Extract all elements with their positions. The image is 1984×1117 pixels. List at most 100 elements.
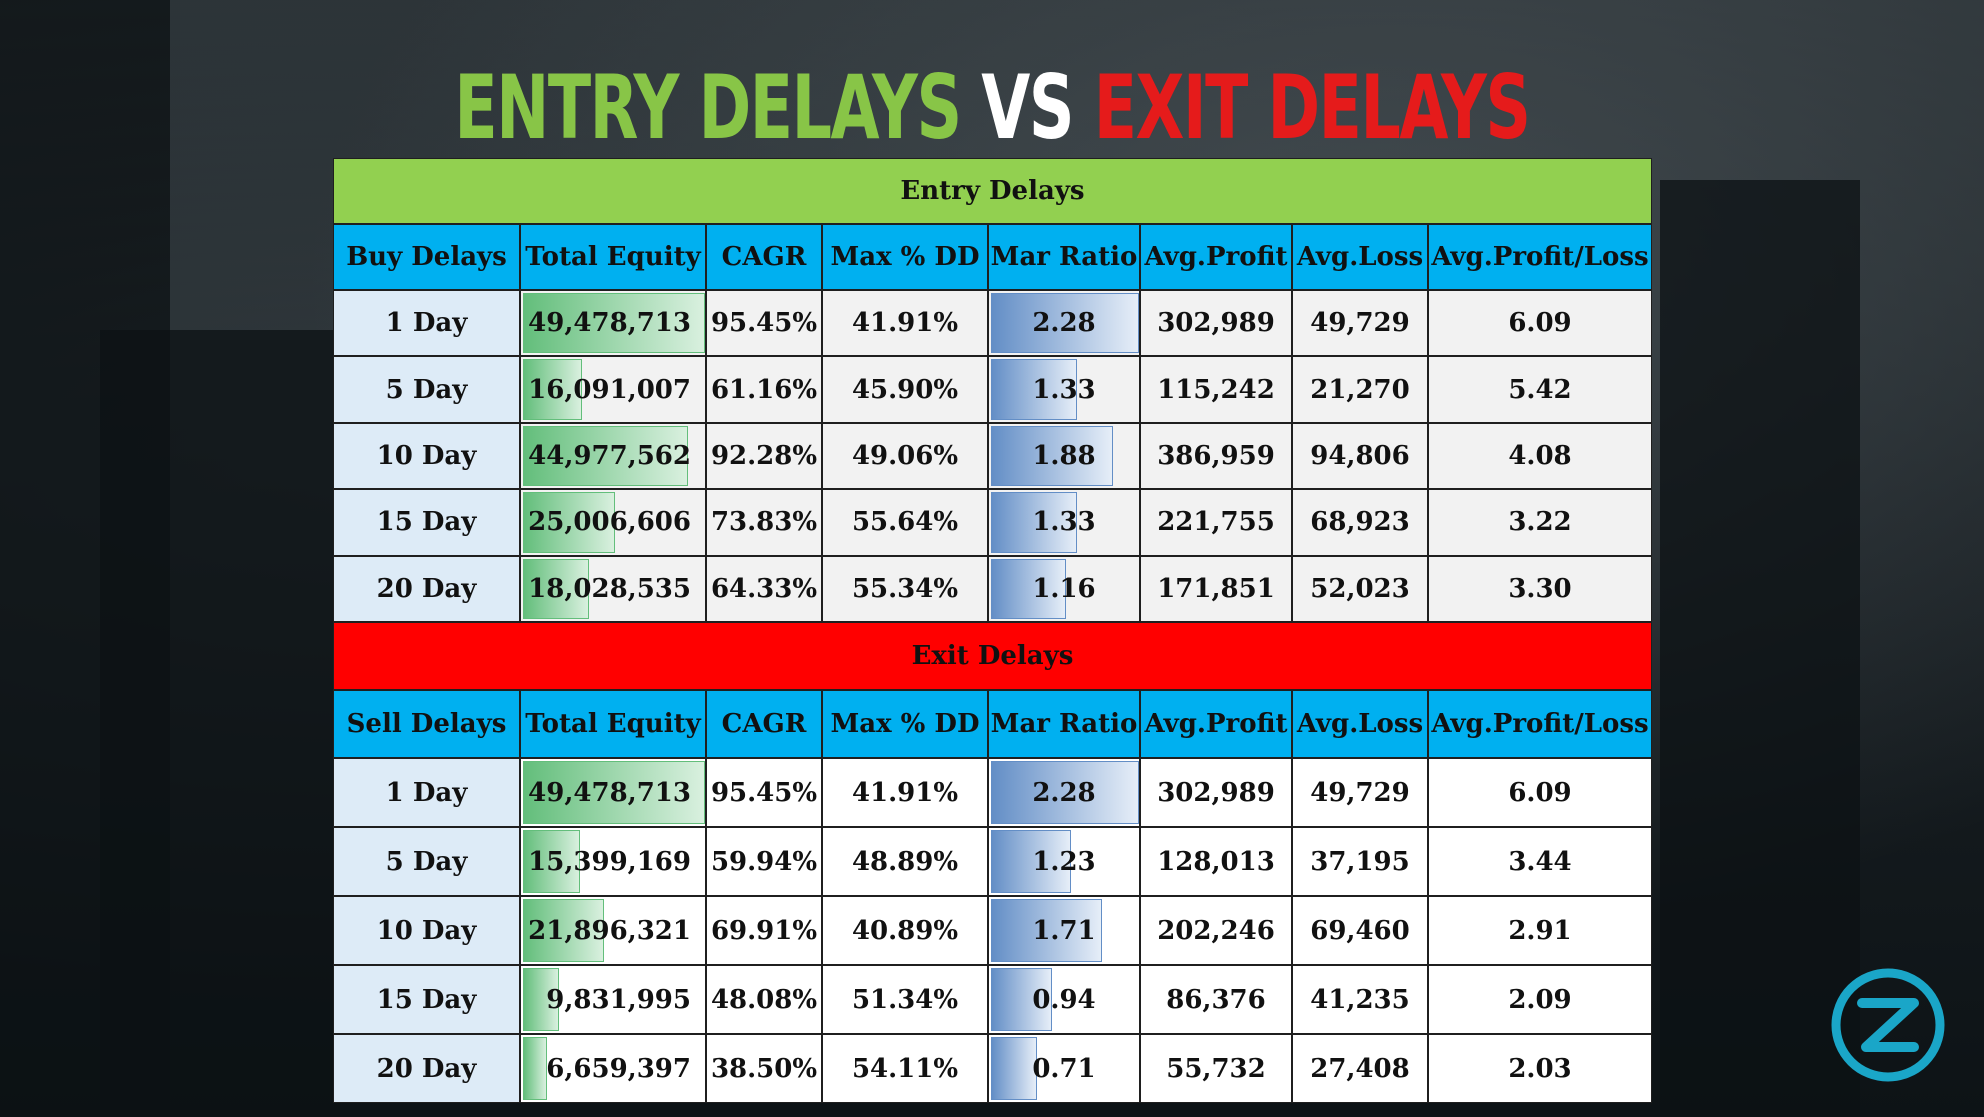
entry-delay-cell-value: 5 Day	[385, 374, 468, 405]
exit-cagr-cell: 69.91%	[706, 896, 822, 965]
entry-ratio-cell: 3.30	[1428, 555, 1652, 622]
exit-cagr-cell: 59.94%	[706, 827, 822, 896]
entry-avg-profit-cell: 115,242	[1140, 356, 1292, 423]
exit-equity-cell-value: 21,896,321	[528, 915, 691, 946]
exit-table-row: 1 Day 49,478,713 95.45% 41.91% 2.28 302,989 49…	[333, 758, 1652, 827]
entry-avg-profit-cell: 302,989	[1140, 290, 1292, 357]
mar-ratio-data-bar	[991, 830, 1071, 893]
equity-data-bar	[523, 293, 705, 354]
equity-data-bar	[523, 558, 590, 619]
exit-table-row: 5 Day 15,399,169 59.94% 48.89% 1.23 128,013 37…	[333, 827, 1652, 896]
title-vs: VS	[981, 56, 1074, 159]
exit-mar-cell: 0.94	[988, 965, 1140, 1034]
mar-ratio-data-bar	[991, 968, 1053, 1031]
entry-equity-cell-value: 18,028,535	[528, 573, 691, 604]
entry-equity-cell: 49,478,713	[520, 290, 706, 357]
exit-equity-cell: 49,478,713	[520, 758, 706, 827]
entry-mar-cell: 1.33	[988, 489, 1140, 556]
exit-delay-cell-value: 15 Day	[376, 984, 477, 1015]
entry-avg-loss-cell: 21,270	[1292, 356, 1428, 423]
exit-mar-cell-value: 1.23	[1032, 846, 1096, 877]
entry-equity-cell: 25,006,606	[520, 489, 706, 556]
mar-ratio-data-bar	[991, 293, 1139, 354]
entry-avg-loss-cell-value: 68,923	[1310, 507, 1410, 538]
equity-data-bar	[523, 1037, 548, 1100]
equity-data-bar	[523, 425, 689, 487]
exit-header-equity: Total Equity	[520, 690, 706, 758]
entry-table-row: 5 Day 16,091,007 61.16% 45.90% 1.33 115,242 21…	[333, 356, 1652, 423]
mar-ratio-data-bar	[991, 359, 1078, 420]
exit-mar-cell-value: 2.28	[1032, 777, 1096, 808]
exit-delay-cell-value: 10 Day	[376, 915, 477, 946]
exit-mar-cell-value: 0.94	[1032, 984, 1096, 1015]
entry-cagr-cell: 92.28%	[706, 422, 822, 490]
exit-mar-cell: 0.71	[988, 1034, 1140, 1103]
exit-maxdd-cell-value: 40.89%	[851, 915, 959, 946]
entry-maxdd-cell-value: 41.91%	[851, 308, 959, 339]
entry-mar-cell-value: 1.33	[1032, 507, 1096, 538]
exit-cagr-cell-value: 38.50%	[710, 1053, 818, 1084]
entry-header-avg-loss: Avg.Loss	[1292, 224, 1428, 290]
equity-data-bar	[523, 899, 604, 962]
exit-mar-cell: 1.23	[988, 827, 1140, 896]
entry-table-row: 20 Day 18,028,535 64.33% 55.34% 1.16 171,851 5…	[333, 555, 1652, 622]
entry-maxdd-cell: 49.06%	[822, 422, 988, 490]
exit-equity-cell-value: 15,399,169	[528, 846, 691, 877]
entry-mar-cell: 1.16	[988, 555, 1140, 622]
entry-delay-cell: 10 Day	[333, 422, 520, 490]
exit-avg-loss-cell: 41,235	[1292, 965, 1428, 1034]
entry-avg-loss-cell: 68,923	[1292, 489, 1428, 556]
exit-avg-loss-cell-value: 49,729	[1310, 777, 1410, 808]
entry-maxdd-cell-value: 55.64%	[851, 507, 959, 538]
exit-maxdd-cell-value: 51.34%	[851, 984, 959, 1015]
entry-delay-cell-value: 10 Day	[376, 440, 477, 471]
exit-delay-cell-value: 1 Day	[385, 777, 468, 808]
background-building	[100, 330, 340, 1117]
mar-ratio-data-bar	[991, 761, 1139, 824]
entry-mar-cell-value: 2.28	[1032, 308, 1096, 339]
entry-header-maxdd: Max % DD	[822, 224, 988, 290]
entry-delay-cell-value: 15 Day	[376, 507, 477, 538]
exit-header-cagr: CAGR	[706, 690, 822, 758]
entry-cagr-cell: 64.33%	[706, 555, 822, 622]
exit-maxdd-cell: 51.34%	[822, 965, 988, 1034]
exit-avg-loss-cell-value: 27,408	[1310, 1053, 1410, 1084]
exit-avg-profit-cell-value: 86,376	[1166, 984, 1266, 1015]
exit-avg-profit-cell: 86,376	[1140, 965, 1292, 1034]
entry-equity-cell: 44,977,562	[520, 422, 706, 490]
exit-ratio-cell: 2.03	[1428, 1034, 1652, 1103]
exit-cagr-cell-value: 69.91%	[710, 915, 818, 946]
exit-avg-loss-cell: 69,460	[1292, 896, 1428, 965]
entry-equity-cell-value: 16,091,007	[528, 374, 691, 405]
entry-equity-cell: 18,028,535	[520, 555, 706, 622]
exit-equity-cell: 6,659,397	[520, 1034, 706, 1103]
exit-cagr-cell: 38.50%	[706, 1034, 822, 1103]
entry-delay-cell: 15 Day	[333, 489, 520, 556]
entry-avg-profit-cell-value: 302,989	[1157, 308, 1275, 339]
entry-delay-cell-value: 1 Day	[385, 308, 468, 339]
exit-delay-cell: 15 Day	[333, 965, 520, 1034]
exit-ratio-cell: 2.91	[1428, 896, 1652, 965]
exit-delay-cell: 1 Day	[333, 758, 520, 827]
entry-cagr-cell: 61.16%	[706, 356, 822, 423]
mar-ratio-data-bar	[991, 899, 1102, 962]
entry-ratio-cell-value: 3.30	[1508, 573, 1572, 604]
exit-avg-profit-cell-value: 302,989	[1157, 777, 1275, 808]
exit-ratio-cell-value: 2.03	[1508, 1053, 1572, 1084]
entry-avg-loss-cell: 49,729	[1292, 290, 1428, 357]
exit-avg-profit-cell: 202,246	[1140, 896, 1292, 965]
exit-header-avg-loss: Avg.Loss	[1292, 690, 1428, 758]
exit-delay-cell: 20 Day	[333, 1034, 520, 1103]
z-logo-icon	[1831, 968, 1945, 1082]
exit-avg-profit-cell: 128,013	[1140, 827, 1292, 896]
entry-ratio-cell-value: 6.09	[1508, 308, 1572, 339]
entry-maxdd-cell: 55.34%	[822, 555, 988, 622]
exit-header-row: Sell Delays Total Equity CAGR Max % DD Mar R…	[333, 690, 1652, 758]
exit-ratio-cell-value: 3.44	[1508, 846, 1572, 877]
exit-maxdd-cell-value: 48.89%	[851, 846, 959, 877]
entry-avg-profit-cell: 171,851	[1140, 555, 1292, 622]
entry-mar-cell: 1.88	[988, 422, 1140, 490]
entry-avg-loss-cell-value: 52,023	[1310, 573, 1410, 604]
exit-avg-profit-cell: 302,989	[1140, 758, 1292, 827]
exit-equity-cell-value: 49,478,713	[528, 777, 691, 808]
